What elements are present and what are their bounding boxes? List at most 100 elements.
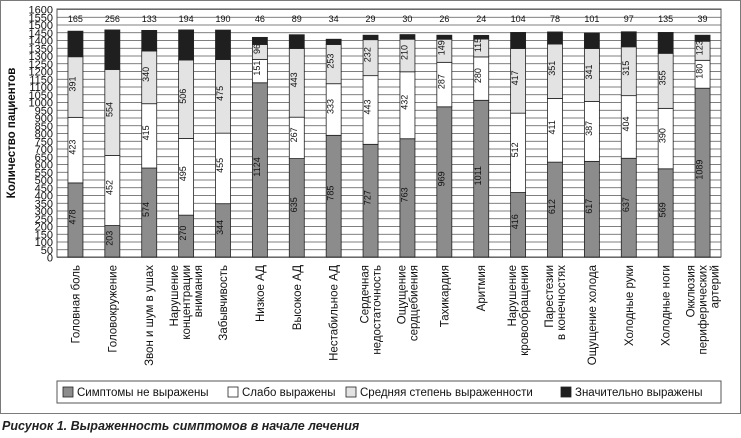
bar-segment bbox=[694, 34, 711, 42]
bar-value-label: 763 bbox=[399, 187, 409, 202]
y-tick-label: 300 bbox=[35, 206, 53, 218]
bar-value-label: 512 bbox=[510, 142, 520, 157]
bar-value-label: 24 bbox=[476, 14, 486, 24]
y-tick-label: 1100 bbox=[29, 82, 53, 94]
x-category-label: Нестабильное АД bbox=[329, 265, 341, 361]
bar-value-label: 969 bbox=[436, 171, 446, 186]
y-tick-label: 400 bbox=[35, 191, 53, 203]
bar-value-label: 727 bbox=[363, 190, 373, 205]
y-tick-label: 700 bbox=[35, 144, 53, 156]
y-tick-label: 750 bbox=[35, 136, 53, 148]
bar-value-label: 315 bbox=[621, 61, 631, 76]
legend-label: Значительно выражены bbox=[575, 387, 703, 399]
bar-value-label: 133 bbox=[142, 14, 157, 24]
bar-value-label: 267 bbox=[289, 127, 299, 142]
bar-value-label: 432 bbox=[399, 95, 409, 110]
y-tick-label: 1250 bbox=[29, 59, 53, 71]
bar-segment bbox=[215, 29, 231, 60]
legend-swatch bbox=[560, 386, 572, 398]
bar-value-label: 423 bbox=[67, 140, 77, 155]
bar-value-label: 46 bbox=[255, 14, 265, 24]
x-category-label: Тахикардия bbox=[439, 265, 451, 327]
bar-value-label: 1089 bbox=[695, 160, 705, 180]
stacked-bar-chart: 0501001502002503003504004505005506006507… bbox=[6, 5, 722, 404]
bar-value-label: 115 bbox=[473, 38, 483, 52]
legend-label: Слабо выражены bbox=[242, 387, 335, 399]
y-tick-label: 1500 bbox=[29, 20, 53, 32]
bar-value-label: 355 bbox=[658, 70, 668, 85]
bar-segment bbox=[67, 30, 84, 58]
x-category-label: Аритмия bbox=[476, 265, 488, 311]
y-tick-label: 1550 bbox=[29, 12, 53, 24]
bar-value-label: 29 bbox=[366, 14, 376, 24]
y-tick-label: 1000 bbox=[29, 98, 53, 110]
x-category-label: Сердечная bbox=[360, 265, 372, 324]
x-category-label: Ощущение bbox=[396, 265, 408, 324]
x-category-label: Низкое АД bbox=[255, 265, 267, 322]
bar-segment bbox=[473, 34, 490, 40]
bar-value-label: 256 bbox=[105, 14, 120, 24]
bar-value-label: 475 bbox=[215, 86, 225, 101]
y-tick-label: 1050 bbox=[29, 90, 53, 102]
bar-segment bbox=[510, 32, 527, 49]
figure-caption: Рисунок 1. Выраженность симптомов в нача… bbox=[2, 419, 360, 433]
figure-frame: 0 50 100 150 200 250 300 350 400 450 500 550 600 650 7… bbox=[0, 0, 741, 414]
bar-value-label: 452 bbox=[104, 180, 114, 195]
bar-value-label: 34 bbox=[329, 14, 339, 24]
bar-value-label: 89 bbox=[292, 14, 302, 24]
x-category-label: Головная боль bbox=[70, 265, 82, 344]
bar-value-label: 123 bbox=[695, 40, 705, 55]
x-category-label: периферических bbox=[698, 265, 710, 355]
bar-value-label: 97 bbox=[624, 14, 634, 24]
y-tick-label: 1400 bbox=[29, 36, 53, 48]
bar-segment bbox=[104, 29, 121, 71]
y-tick-label: 350 bbox=[35, 198, 53, 210]
plot-border bbox=[56, 8, 722, 258]
x-category-label: кровообращения bbox=[519, 265, 531, 356]
y-tick-label: 200 bbox=[35, 222, 53, 234]
y-tick-label: 150 bbox=[35, 229, 53, 241]
bar-value-label: 404 bbox=[621, 116, 631, 131]
bar-segment bbox=[620, 31, 637, 48]
bar-value-label: 387 bbox=[584, 121, 594, 136]
bar-value-label: 287 bbox=[436, 74, 446, 89]
bar-value-label: 390 bbox=[658, 128, 668, 143]
bar-value-label: 416 bbox=[510, 214, 520, 229]
y-tick-label: 900 bbox=[35, 113, 53, 125]
y-tick-label: 850 bbox=[35, 121, 53, 133]
x-category-label: Звон и шум в ушах bbox=[144, 265, 156, 366]
y-axis: 0501001502002503003504004505005506006507… bbox=[29, 5, 53, 265]
y-tick-label: 500 bbox=[35, 175, 53, 187]
bar-value-label: 506 bbox=[178, 89, 188, 104]
bar-value-label: 1011 bbox=[473, 166, 483, 185]
bar-value-label: 391 bbox=[67, 77, 77, 92]
bar-value-label: 253 bbox=[326, 54, 336, 69]
legend: Симптомы не выражены Слабо выражены Средня… bbox=[56, 380, 722, 404]
bar-segment bbox=[251, 36, 268, 45]
bar-value-label: 455 bbox=[215, 158, 225, 173]
x-category-label: сердцебиения bbox=[408, 265, 420, 341]
bar-value-label: 104 bbox=[511, 14, 526, 24]
bar-value-label: 101 bbox=[584, 14, 599, 24]
bar-value-label: 785 bbox=[326, 186, 336, 201]
y-tick-label: 1150 bbox=[29, 74, 53, 86]
x-category-label: Нарушение bbox=[507, 265, 519, 327]
bar-value-label: 26 bbox=[439, 14, 449, 24]
x-category-label: в конечностях bbox=[556, 265, 568, 340]
bar-value-label: 194 bbox=[179, 14, 194, 24]
x-category-label: Головокружение bbox=[107, 265, 119, 353]
x-category-label: Холодные руки bbox=[624, 265, 636, 346]
bar-segment bbox=[547, 31, 563, 45]
x-category-label: артерий bbox=[710, 265, 722, 308]
x-category-label: внимания bbox=[193, 265, 205, 317]
y-tick-label: 1450 bbox=[29, 28, 53, 40]
y-tick-label: 0 bbox=[47, 253, 53, 265]
legend-label: Симптомы не выражены bbox=[77, 387, 209, 399]
legend-swatch bbox=[62, 386, 74, 398]
x-category-label: Холодные ноги bbox=[661, 265, 673, 346]
x-category-label: недостаточность bbox=[372, 265, 384, 355]
x-category-label: Забывчивость bbox=[218, 265, 230, 341]
bar-value-label: 443 bbox=[289, 72, 299, 87]
y-tick-label: 1350 bbox=[29, 43, 53, 55]
bar-value-label: 280 bbox=[473, 68, 483, 83]
